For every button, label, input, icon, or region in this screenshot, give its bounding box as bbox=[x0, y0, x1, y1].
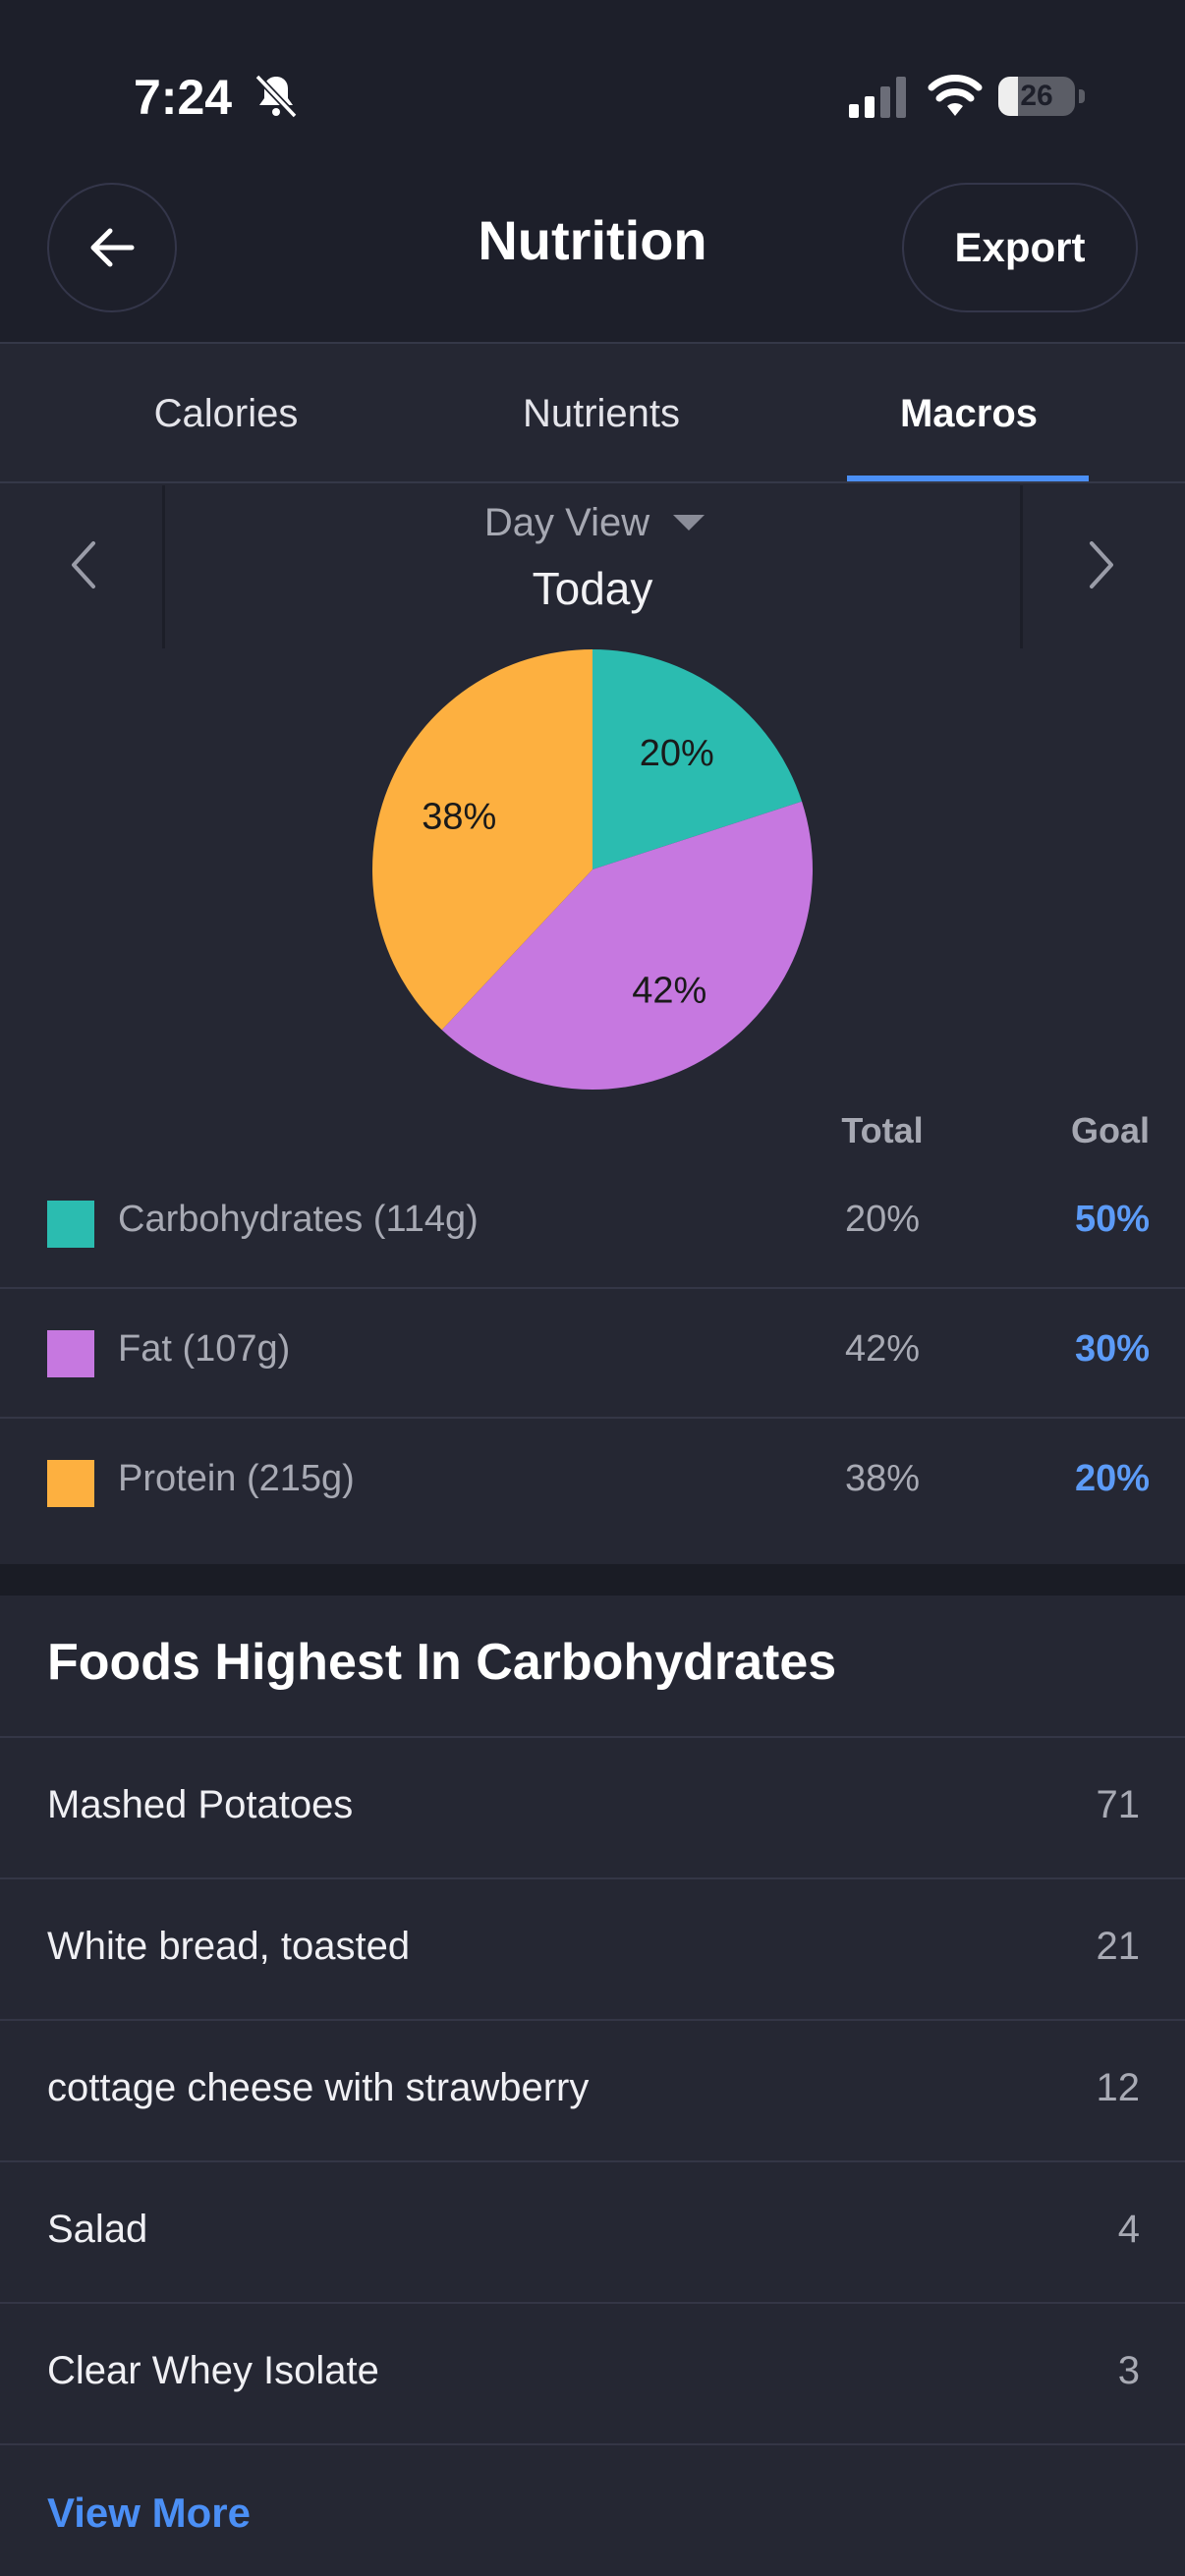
pie-label-protein: 38% bbox=[422, 796, 496, 837]
export-button[interactable]: Export bbox=[902, 183, 1138, 312]
food-list-item[interactable]: Clear Whey Isolate 3 bbox=[0, 2302, 1185, 2443]
battery-cap bbox=[1079, 89, 1085, 103]
view-mode-label: Day View bbox=[483, 500, 650, 544]
page-title: Nutrition bbox=[478, 209, 707, 271]
pie-slice-carbohydrates bbox=[592, 649, 803, 869]
battery-level bbox=[998, 77, 1019, 116]
food-value: 4 bbox=[1117, 2208, 1140, 2251]
food-name: Mashed Potatoes bbox=[47, 1783, 354, 1826]
food-name: White bread, toasted bbox=[47, 1925, 411, 1968]
battery-indicator: 26 bbox=[998, 77, 1075, 116]
legend-swatch bbox=[47, 1330, 94, 1377]
wifi-icon bbox=[928, 75, 983, 116]
chevron-left-icon bbox=[72, 541, 95, 588]
selected-date: Today bbox=[532, 563, 653, 614]
food-name: Salad bbox=[47, 2208, 148, 2251]
food-list-item[interactable]: cottage cheese with strawberry 12 bbox=[0, 2019, 1185, 2160]
food-name: Clear Whey Isolate bbox=[47, 2349, 379, 2392]
macro-goal: 20% bbox=[1074, 1458, 1150, 1499]
macro-total: 42% bbox=[844, 1328, 921, 1370]
macro-label: Protein (215g) bbox=[118, 1458, 355, 1499]
macro-label: Carbohydrates (114g) bbox=[118, 1199, 479, 1240]
macro-label: Fat (107g) bbox=[118, 1328, 291, 1370]
food-list-item[interactable]: Salad 4 bbox=[0, 2160, 1185, 2302]
food-value: 12 bbox=[1096, 2066, 1141, 2109]
previous-day-button[interactable] bbox=[29, 521, 138, 609]
legend-swatch bbox=[47, 1460, 94, 1507]
arrow-left-icon bbox=[90, 228, 135, 267]
macros-pie-chart: 20% 42% 38% bbox=[371, 649, 813, 1090]
pie-label-carbohydrates: 20% bbox=[640, 733, 714, 774]
macro-goal: 30% bbox=[1074, 1328, 1150, 1370]
back-button[interactable] bbox=[47, 183, 177, 312]
pie-slice-protein bbox=[371, 649, 592, 1031]
macro-row-carbohydrates: Carbohydrates (114g) 20% 50% bbox=[0, 1159, 1185, 1289]
macro-total: 20% bbox=[844, 1199, 921, 1240]
macro-total: 38% bbox=[844, 1458, 921, 1499]
foods-section-title: Foods Highest In Carbohydrates bbox=[47, 1634, 837, 1691]
view-more-link[interactable]: View More bbox=[47, 2490, 251, 2536]
cellular-signal-icon bbox=[849, 77, 906, 118]
food-name: cottage cheese with strawberry bbox=[47, 2066, 590, 2109]
section-divider bbox=[0, 1564, 1185, 1596]
view-more-row bbox=[0, 2443, 1185, 2576]
view-mode-dropdown[interactable]: Day View bbox=[432, 493, 757, 552]
pie-label-fat: 42% bbox=[632, 970, 706, 1011]
nav-divider-left bbox=[162, 485, 165, 648]
pie-slice-fat bbox=[441, 801, 813, 1090]
food-list-item[interactable]: White bread, toasted 21 bbox=[0, 1877, 1185, 2019]
food-value: 3 bbox=[1117, 2349, 1140, 2392]
legend-swatch bbox=[47, 1201, 94, 1248]
tab-nutrients[interactable]: Nutrients bbox=[522, 391, 681, 435]
food-value: 21 bbox=[1096, 1925, 1141, 1968]
goal-column-header: Goal bbox=[1070, 1110, 1150, 1150]
tab-calories[interactable]: Calories bbox=[153, 391, 299, 435]
active-tab-indicator bbox=[847, 476, 1089, 481]
status-time: 7:24 bbox=[134, 70, 233, 125]
food-list-item[interactable]: Mashed Potatoes 71 bbox=[0, 1736, 1185, 1877]
bell-muted-icon bbox=[254, 74, 298, 119]
total-column-header: Total bbox=[841, 1110, 924, 1150]
battery-percent: 26 bbox=[1020, 80, 1053, 112]
chevron-right-icon bbox=[1090, 541, 1113, 588]
next-day-button[interactable] bbox=[1047, 521, 1156, 609]
caret-down-icon bbox=[673, 515, 705, 531]
tab-macros[interactable]: Macros bbox=[899, 391, 1039, 435]
macro-row-protein: Protein (215g) 38% 20% bbox=[0, 1419, 1185, 1548]
macro-goal: 50% bbox=[1074, 1199, 1150, 1240]
tab-bar: Calories Nutrients Macros bbox=[0, 342, 1185, 483]
macro-row-fat: Fat (107g) 42% 30% bbox=[0, 1289, 1185, 1419]
nav-divider-right bbox=[1020, 485, 1023, 648]
food-value: 71 bbox=[1096, 1783, 1141, 1826]
